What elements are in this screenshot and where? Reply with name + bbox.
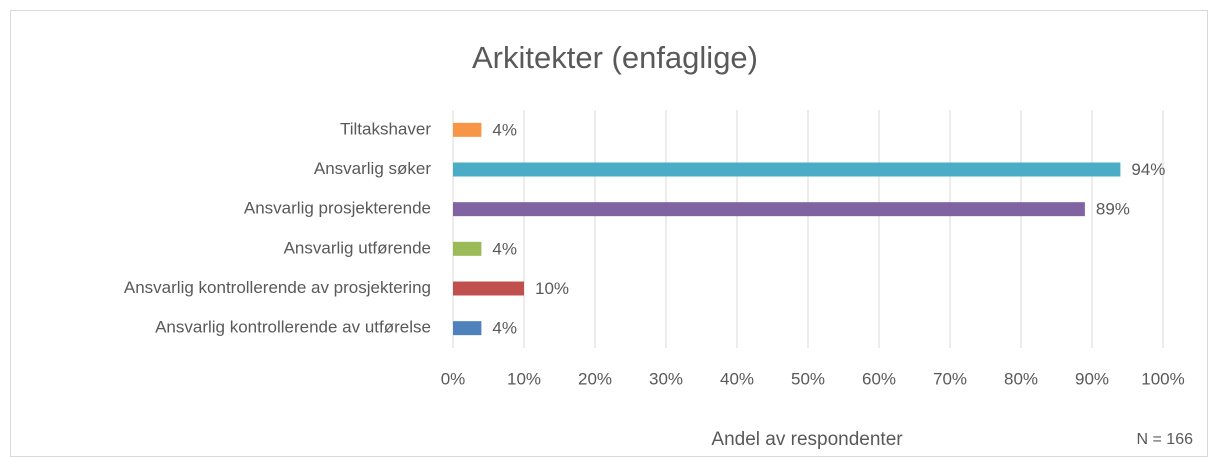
data-label: 4%	[492, 239, 517, 258]
x-tick-label: 30%	[649, 369, 683, 388]
bar	[453, 281, 524, 296]
data-label: 4%	[492, 319, 517, 338]
bar	[453, 202, 1085, 217]
y-tick-label: Ansvarlig utførende	[284, 238, 431, 257]
x-axis-title: Andel av respondenter	[711, 429, 903, 450]
x-tick-label: 80%	[1004, 369, 1038, 388]
data-label: 89%	[1096, 200, 1130, 219]
bar	[453, 321, 482, 336]
x-tick-label: 40%	[720, 369, 754, 388]
y-tick-label: Ansvarlig søker	[314, 159, 431, 178]
x-tick-label: 0%	[441, 369, 466, 388]
data-label: 10%	[535, 279, 569, 298]
y-tick-label: Ansvarlig kontrollerende av utførelse	[155, 318, 431, 337]
x-tick-label: 20%	[578, 369, 612, 388]
x-tick-label: 60%	[862, 369, 896, 388]
chart-frame	[10, 10, 1208, 457]
data-label: 94%	[1131, 160, 1165, 179]
y-tick-label: Ansvarlig prosjekterende	[244, 199, 431, 218]
x-tick-label: 10%	[507, 369, 541, 388]
y-tick-label: Ansvarlig kontrollerende av prosjekterin…	[124, 278, 431, 297]
x-tick-label: 70%	[933, 369, 967, 388]
bar	[453, 241, 482, 256]
x-tick-label: 100%	[1141, 369, 1184, 388]
bar	[453, 122, 482, 137]
data-label: 4%	[492, 120, 517, 139]
bar	[453, 162, 1121, 177]
annotation: N = 166	[1137, 431, 1194, 448]
x-tick-label: 90%	[1075, 369, 1109, 388]
y-tick-label: Tiltakshaver	[340, 119, 431, 138]
chart-title: Arkitekter (enfaglige)	[472, 40, 758, 75]
x-tick-label: 50%	[791, 369, 825, 388]
